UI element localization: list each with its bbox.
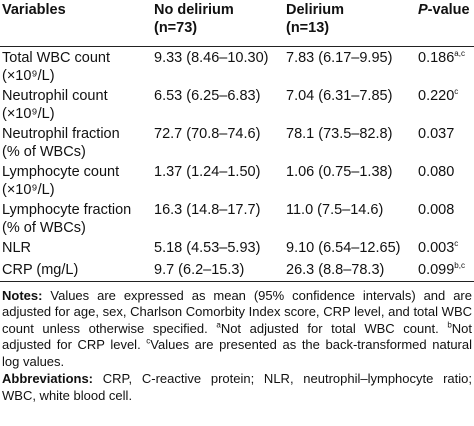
- p-value: 0.037: [418, 126, 455, 142]
- label-text: Neutrophil fraction: [2, 126, 120, 142]
- row-label: Total WBC count (×10⁹/L): [0, 47, 152, 86]
- p-value-cell: 0.037: [416, 123, 474, 161]
- table-row: Total WBC count (×10⁹/L) 9.33 (8.46–10.30)…: [0, 47, 474, 86]
- notes: Notes: Values are expressed as mean (95%…: [0, 288, 474, 371]
- p-value-cell: 0.080: [416, 161, 474, 199]
- cell: 9.33 (8.46–10.30): [154, 50, 269, 66]
- cell: 78.1 (73.5–82.8): [286, 126, 393, 142]
- label-text: (% of WBCs): [2, 144, 86, 160]
- cell: 1.06 (0.75–1.38): [286, 164, 393, 180]
- row-label: Lymphocyte fraction (% of WBCs): [0, 199, 152, 237]
- cell: 7.04 (6.31–7.85): [286, 88, 393, 104]
- label-text: NLR: [2, 240, 32, 256]
- label-text: (% of WBCs): [2, 220, 86, 236]
- p-value: 0.186: [418, 50, 455, 66]
- p-value: 0.220: [418, 88, 455, 104]
- label-text: (×10⁹/L): [2, 106, 55, 122]
- footnote-marker: b,c: [454, 261, 465, 271]
- table-row: NLR 5.18 (4.53–5.93) 9.10 (6.54–12.65) 0.00…: [0, 237, 474, 259]
- table-row: Neutrophil count (×10⁹/L) 6.53 (6.25–6.83)…: [0, 85, 474, 123]
- notes-text: Values are expressed as mean (95% confid…: [2, 287, 472, 336]
- label-text: Neutrophil count: [2, 88, 108, 104]
- header-cell: Variables: [0, 0, 152, 47]
- p-value-cell: 0.220c: [416, 85, 474, 123]
- label-text: (×10⁹/L): [2, 182, 55, 198]
- cell: 9.7 (6.2–15.3): [152, 259, 284, 282]
- cell: 16.3 (14.8–17.7): [154, 202, 261, 218]
- header-cell: Delirium (n=13): [284, 0, 416, 47]
- data-table: Variables No delirium (n=73) Delirium (n=13)…: [0, 0, 474, 282]
- header-cell: P-value: [416, 0, 474, 47]
- footnote-marker: a,c: [454, 49, 465, 59]
- cell: 1.37 (1.24–1.50): [154, 164, 261, 180]
- header-row: Variables No delirium (n=73) Delirium (n=13)…: [0, 0, 474, 47]
- row-label: Lymphocyte count (×10⁹/L): [0, 161, 152, 199]
- footnote-marker: c: [146, 336, 151, 346]
- cell: 72.7 (70.8–74.6): [154, 126, 261, 142]
- cell: 5.18 (4.53–5.93): [154, 240, 261, 256]
- footnote-marker: b: [447, 320, 452, 330]
- table-row: Neutrophil fraction (% of WBCs) 72.7 (70.8…: [0, 123, 474, 161]
- label-text: Total WBC count: [2, 50, 110, 66]
- label-text: (×10⁹/L): [2, 68, 55, 84]
- notes-label: Notes:: [2, 287, 43, 303]
- row-label: NLR: [0, 237, 152, 259]
- header-text: -value: [427, 2, 470, 18]
- header-text: Delirium: [286, 2, 345, 18]
- cell: 11.0 (7.5–14.6): [286, 202, 384, 218]
- header-text: P: [418, 2, 428, 18]
- header-text: (n=13): [286, 20, 330, 36]
- cell: 7.83 (6.17–9.95): [286, 50, 393, 66]
- p-value: 0.080: [418, 164, 455, 180]
- label-text: Lymphocyte count: [2, 164, 120, 180]
- p-value: 0.003: [418, 240, 455, 256]
- cell: 9.10 (6.54–12.65): [286, 240, 401, 256]
- label-text: Lymphocyte fraction: [2, 202, 132, 218]
- table-row: CRP (mg/L) 9.7 (6.2–15.3) 26.3 (8.8–78.3) 0…: [0, 259, 474, 282]
- row-label: Neutrophil count (×10⁹/L): [0, 85, 152, 123]
- row-label: Neutrophil fraction (% of WBCs): [0, 123, 152, 161]
- label-text: CRP (mg/L): [2, 262, 79, 278]
- abbreviations-label: Abbreviations:: [2, 371, 94, 386]
- cell: 6.53 (6.25–6.83): [154, 88, 261, 104]
- p-value: 0.008: [418, 202, 455, 218]
- p-value: 0.099: [418, 262, 455, 278]
- abbreviations-text: CRP, C-reactive protein; NLR, neutrophil…: [2, 371, 472, 403]
- footnote-marker: c: [454, 87, 459, 97]
- header-cell: No delirium (n=73): [152, 0, 284, 47]
- header-text: Variables: [2, 2, 66, 18]
- header-text: (n=73): [154, 20, 198, 36]
- p-value-cell: 0.008: [416, 199, 474, 237]
- p-value-cell: 0.003c: [416, 237, 474, 259]
- header-text: No delirium: [154, 2, 234, 18]
- abbreviations: Abbreviations: CRP, C-reactive protein; …: [0, 371, 474, 404]
- cell: 26.3 (8.8–78.3): [284, 259, 416, 282]
- table-row: Lymphocyte count (×10⁹/L) 1.37 (1.24–1.50)…: [0, 161, 474, 199]
- table-row: Lymphocyte fraction (% of WBCs) 16.3 (14.8…: [0, 199, 474, 237]
- row-label: CRP (mg/L): [0, 259, 152, 282]
- p-value-cell: 0.099b,c: [416, 259, 474, 282]
- footnote-marker: a: [216, 320, 221, 330]
- p-value-cell: 0.186a,c: [416, 47, 474, 86]
- footnote-marker: c: [454, 239, 459, 249]
- notes-text: Not adjusted for CRP level.: [2, 320, 472, 353]
- notes-text: Values are presented as the back-transfo…: [2, 337, 472, 369]
- notes-text: Not adjusted for total WBC count.: [220, 320, 448, 336]
